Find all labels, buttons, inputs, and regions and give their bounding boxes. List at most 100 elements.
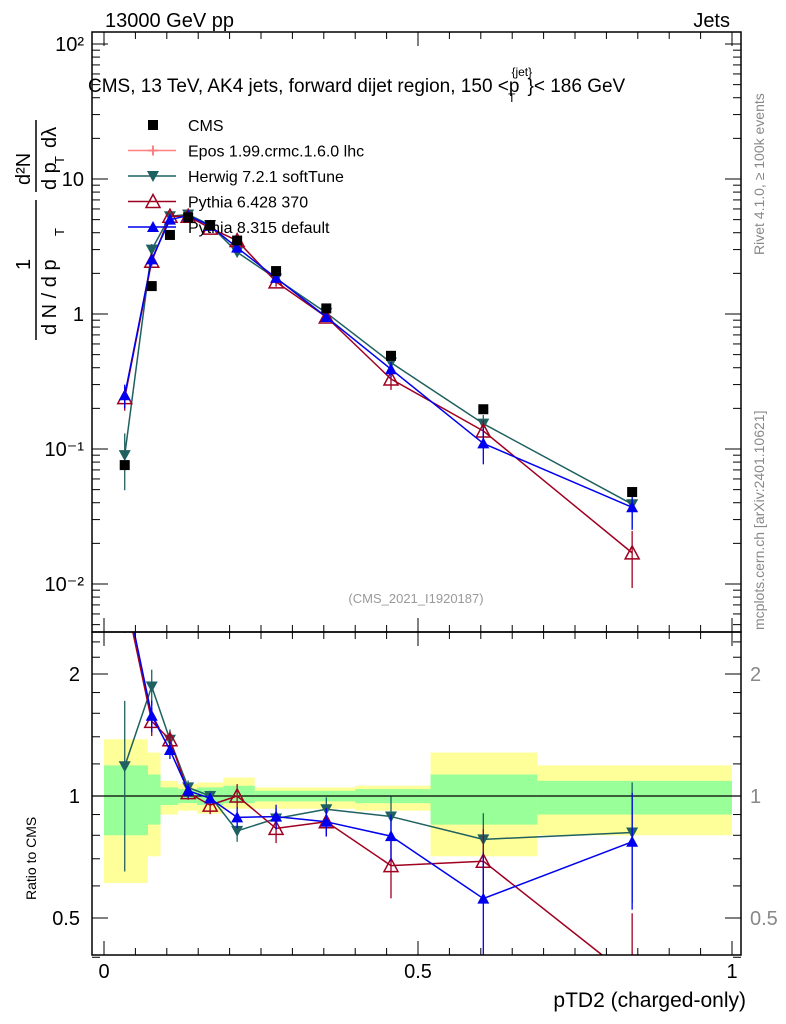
y-tick-label: 10 <box>62 169 84 191</box>
herwig-7-2-1-softtune-ratio-line-segment <box>326 808 392 818</box>
pythia-8-315-default-ratio-point <box>182 784 195 796</box>
ratio-tick-label-right: 2 <box>750 664 761 686</box>
y-label-den2: d p <box>39 162 61 190</box>
pythia-8-315-default-line-segment <box>325 316 392 370</box>
pythia-8-315-default-line-segment <box>390 368 484 444</box>
pythia-8-315-default-ratio-point <box>626 835 639 847</box>
herwig-7-2-1-softtune-ratio-point <box>145 681 158 693</box>
cms-data-point <box>205 220 216 231</box>
pythia-8-315-default-ratio-line-segment <box>151 715 171 751</box>
y-label-den2-sub: T <box>52 156 67 164</box>
pythia-8-315-default-ratio-line-segment <box>483 841 633 900</box>
pythia-6-428-370-ratio-point <box>267 819 285 836</box>
herwig-7-2-1-softtune-line-segment <box>482 423 633 505</box>
pythia-6-428-370-ratio-line-segment <box>132 631 153 722</box>
pythia-8-315-default-ratio-line-segment <box>169 749 189 791</box>
legend-label: Herwig 7.2.1 softTune <box>188 169 344 186</box>
pythia-8-315-default-point <box>231 241 244 253</box>
pythia-8-315-default-ratio-line-segment <box>275 815 327 823</box>
herwig-7-2-1-softtune-ratio-point <box>118 761 131 773</box>
ratio-uncertainty-bands <box>92 739 741 884</box>
pythia-6-428-370-line-segment <box>325 316 392 380</box>
pythia-8-315-default-ratio-line-segment <box>133 631 153 716</box>
x-tick-label: 0.5 <box>404 961 432 983</box>
pythia-6-428-370-ratio-line-segment <box>482 860 603 956</box>
pythia-6-428-370-line-segment <box>236 240 277 283</box>
cms-data-point <box>271 266 282 277</box>
band-green-bin <box>223 785 255 804</box>
legend-label: Pythia 8.315 default <box>188 220 330 237</box>
legend-label: CMS <box>188 118 224 135</box>
y-tick-label: 1 <box>73 304 84 326</box>
herwig-7-2-1-softtune-ratio-line-segment <box>483 831 633 841</box>
y-label-num2: d²N <box>13 153 35 185</box>
pythia-8-315-default-point <box>477 437 490 449</box>
legend-entry-pythia-8-315-default: Pythia 8.315 default <box>128 220 330 237</box>
legend-marker <box>148 120 158 130</box>
pythia-8-315-default-line-segment <box>275 277 327 318</box>
pythia-8-315-default-ratio-point <box>270 810 283 822</box>
rivet-label: Rivet 4.1.0, ≥ 100k events <box>751 93 767 255</box>
legend-label: Pythia 6.428 370 <box>188 195 308 212</box>
y-tick-label: 10⁻² <box>45 574 85 596</box>
cms-data-point <box>478 404 489 415</box>
pythia-8-315-default-ratio-line-segment <box>390 835 484 900</box>
pythia-8-315-default-ratio-point <box>231 811 244 823</box>
y-label-num1: 1 <box>13 259 35 270</box>
cms-data-point <box>385 350 396 361</box>
legend-marker <box>148 145 158 156</box>
x-tick-label: 1 <box>726 961 737 983</box>
pythia-8-315-default-point <box>384 363 397 375</box>
pythia-8-315-default-point <box>626 501 639 513</box>
legend: CMS Epos 1.99.crmc.1.6.0 lhc Herwig 7.2.1 … <box>128 118 364 237</box>
pythia-8-315-default-point <box>320 311 333 323</box>
pythia-6-428-370-ratio-line-segment <box>275 821 327 830</box>
header-left: 13000 GeV pp <box>105 10 234 32</box>
ratio-tick-label: 1 <box>69 786 80 808</box>
legend-marker <box>147 221 159 232</box>
header-right: Jets <box>693 10 730 32</box>
pythia-6-428-370-ratio-point <box>201 796 219 812</box>
pythia-8-315-default-line-segment <box>483 442 633 508</box>
band-green-bin <box>147 774 161 825</box>
pythia-8-315-default-point <box>270 271 283 283</box>
pythia-8-315-default-line-segment <box>236 247 277 279</box>
ratio-panel-marks <box>118 631 639 956</box>
pythia-6-428-370-ratio-line-segment <box>390 860 484 867</box>
pythia-6-428-370-ratio-line-segment <box>151 720 171 741</box>
pythia-8-315-default-ratio-point <box>320 815 333 827</box>
cms-data-point <box>164 229 175 240</box>
herwig-7-2-1-softtune-point <box>145 244 158 256</box>
pythia-6-428-370-ratio-point <box>228 787 246 803</box>
pythia-6-428-370-point <box>623 544 641 560</box>
herwig-7-2-1-softtune-line-segment <box>325 312 392 364</box>
cms-data-point <box>321 303 332 314</box>
legend-label: Epos 1.99.crmc.1.6.0 lhc <box>188 144 364 161</box>
legend-marker <box>144 192 162 209</box>
y-label-den1: d N / d p <box>39 259 61 335</box>
pythia-8-315-default-ratio-point <box>384 830 397 842</box>
pythia-6-428-370-ratio-line-segment <box>325 821 392 867</box>
chart-title: CMS, 13 TeV, AK4 jets, forward dijet reg… <box>88 65 626 105</box>
band-green-bin <box>104 765 148 836</box>
pythia-8-315-default-point <box>163 213 176 225</box>
ratio-frame <box>91 631 742 956</box>
herwig-7-2-1-softtune-ratio-line-segment <box>151 686 171 740</box>
ratio-tick-label: 2 <box>69 664 80 686</box>
pythia-8-315-default-ratio-line-segment <box>326 821 392 837</box>
y-label-den2-end: dλ <box>39 127 61 148</box>
herwig-7-2-1-softtune-ratio-point <box>231 825 244 837</box>
pythia-8-315-default-point <box>118 389 131 401</box>
cms-data-point <box>146 281 157 292</box>
legend-entry-pythia-6-428-370: Pythia 6.428 370 <box>128 192 308 212</box>
mcplots-label: mcplots.cern.ch [arXiv:2401.10621] <box>751 411 767 630</box>
x-axis-label: pTD2 (charged-only) <box>553 989 746 1012</box>
cms-data-point <box>183 212 194 223</box>
pythia-6-428-370-point <box>382 370 400 386</box>
ratio-tick-label-right: 0.5 <box>750 908 778 930</box>
herwig-7-2-1-softtune-ratio-line-segment <box>390 815 484 841</box>
analysis-tag: (CMS_2021_I1920187) <box>348 591 483 606</box>
cms-data-point <box>627 487 638 498</box>
pythia-6-428-370-ratio-point <box>382 856 400 873</box>
